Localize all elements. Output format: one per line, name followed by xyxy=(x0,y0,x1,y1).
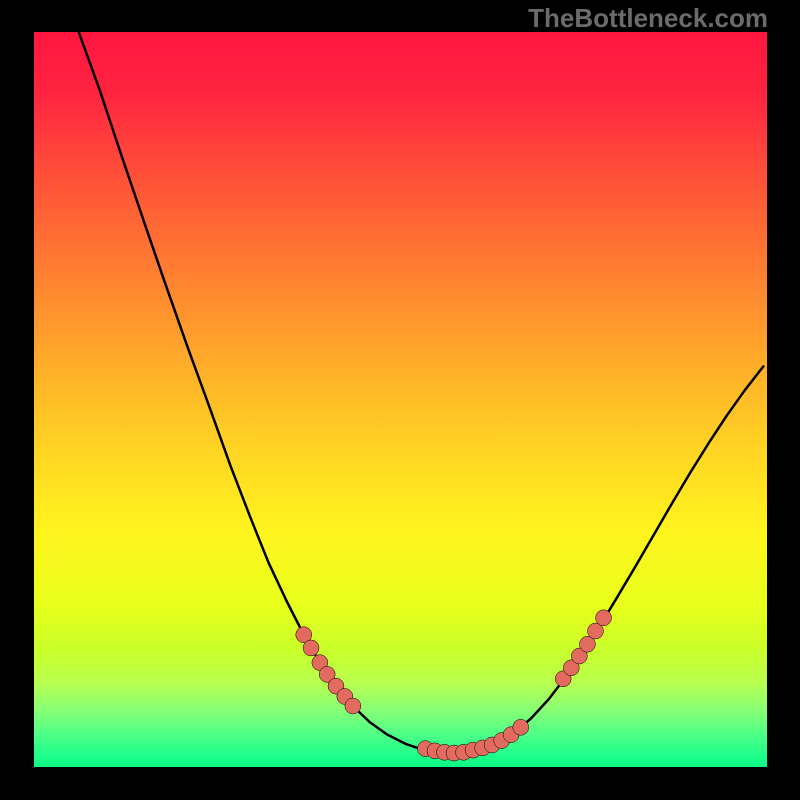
curve-marker xyxy=(303,640,319,656)
chart-svg xyxy=(34,32,767,767)
watermark-text: TheBottleneck.com xyxy=(528,3,768,34)
chart-background xyxy=(34,32,767,767)
curve-marker xyxy=(596,610,612,626)
curve-marker xyxy=(345,698,361,714)
curve-marker xyxy=(513,719,529,735)
chart-plot-area xyxy=(34,32,767,767)
